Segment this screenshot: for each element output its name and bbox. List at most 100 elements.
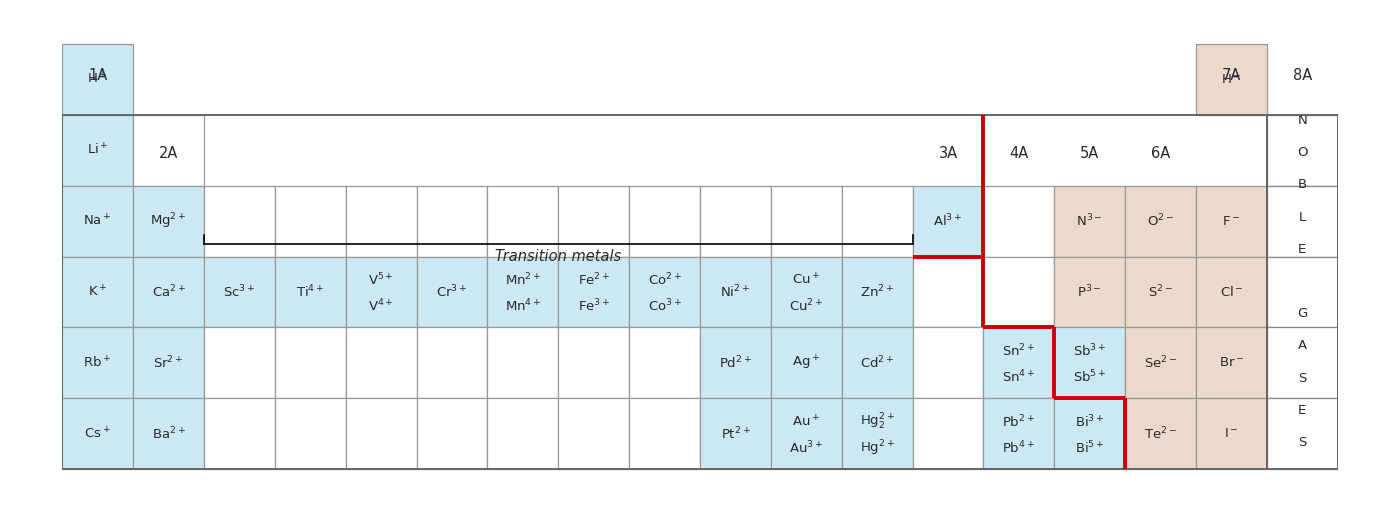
Bar <box>629 398 700 469</box>
Bar <box>629 327 700 398</box>
Text: 1A: 1A <box>88 68 108 83</box>
Text: Cu$^+$: Cu$^+$ <box>792 272 820 287</box>
Bar <box>204 186 274 256</box>
Text: Na$^+$: Na$^+$ <box>83 213 112 229</box>
Text: Cd$^{2+}$: Cd$^{2+}$ <box>860 354 895 371</box>
Text: L: L <box>1299 210 1306 224</box>
Text: Pd$^{2+}$: Pd$^{2+}$ <box>720 354 752 371</box>
Text: P$^{3-}$: P$^{3-}$ <box>1078 284 1102 300</box>
Bar <box>1054 186 1126 256</box>
Bar <box>346 327 417 398</box>
Text: G: G <box>1298 307 1308 320</box>
Bar <box>417 398 487 469</box>
Bar <box>346 256 417 327</box>
Text: Mg$^{2+}$: Mg$^{2+}$ <box>150 211 186 231</box>
Text: H$^-$: H$^-$ <box>1221 73 1242 86</box>
Text: N: N <box>1298 114 1308 127</box>
Text: 8A: 8A <box>1292 68 1312 83</box>
Text: Ba$^{2+}$: Ba$^{2+}$ <box>151 425 185 442</box>
Text: Sn$^{2+}$: Sn$^{2+}$ <box>1002 343 1036 359</box>
Text: Hg$_2^{2+}$: Hg$_2^{2+}$ <box>860 411 895 431</box>
Text: Au$^+$: Au$^+$ <box>792 414 820 429</box>
Text: Au$^{3+}$: Au$^{3+}$ <box>790 440 823 456</box>
Bar <box>913 256 983 327</box>
Bar <box>1054 398 1126 469</box>
Text: Mn$^{2+}$: Mn$^{2+}$ <box>504 271 540 288</box>
Bar <box>204 398 274 469</box>
Text: Br$^-$: Br$^-$ <box>1219 357 1245 369</box>
Bar <box>346 186 417 256</box>
Text: E: E <box>1298 404 1306 417</box>
Text: Sb$^{5+}$: Sb$^{5+}$ <box>1072 369 1106 385</box>
Bar <box>1126 186 1196 256</box>
Bar <box>487 256 559 327</box>
Bar <box>841 398 913 469</box>
Bar <box>1196 44 1267 115</box>
Text: B: B <box>1298 179 1308 191</box>
Bar <box>133 398 204 469</box>
Text: Ni$^{2+}$: Ni$^{2+}$ <box>721 284 750 300</box>
Bar <box>983 327 1054 398</box>
Bar <box>133 186 204 256</box>
Bar <box>1196 256 1267 327</box>
Text: Fe$^{3+}$: Fe$^{3+}$ <box>578 298 610 314</box>
Bar <box>771 398 841 469</box>
Text: F$^-$: F$^-$ <box>1222 214 1240 228</box>
Text: Cs$^+$: Cs$^+$ <box>84 426 111 441</box>
Bar <box>1054 327 1126 398</box>
Text: O: O <box>1296 146 1308 159</box>
Bar <box>841 186 913 256</box>
Bar <box>487 398 559 469</box>
Bar <box>983 256 1054 327</box>
Text: Li$^+$: Li$^+$ <box>87 143 109 158</box>
Text: Pt$^{2+}$: Pt$^{2+}$ <box>721 425 750 442</box>
Bar <box>274 398 346 469</box>
Bar <box>487 327 559 398</box>
Bar <box>274 186 346 256</box>
Text: Sb$^{3+}$: Sb$^{3+}$ <box>1072 343 1106 359</box>
Text: S: S <box>1298 371 1306 385</box>
Bar <box>133 115 204 186</box>
Bar <box>1196 327 1267 398</box>
Bar <box>62 44 133 115</box>
Bar <box>1196 186 1267 256</box>
Text: V$^{4+}$: V$^{4+}$ <box>368 298 393 314</box>
Bar <box>559 398 629 469</box>
Bar <box>62 186 133 256</box>
Text: Rb$^+$: Rb$^+$ <box>84 355 112 370</box>
Text: Te$^{2-}$: Te$^{2-}$ <box>1144 425 1177 442</box>
Bar <box>700 186 771 256</box>
Text: Cl$^-$: Cl$^-$ <box>1219 285 1243 299</box>
Bar <box>913 398 983 469</box>
Bar <box>62 115 133 186</box>
Text: Co$^{2+}$: Co$^{2+}$ <box>648 271 682 288</box>
Text: 3A: 3A <box>938 146 958 161</box>
Bar <box>62 327 133 398</box>
Text: I$^-$: I$^-$ <box>1224 427 1239 440</box>
Bar <box>1126 256 1196 327</box>
Bar <box>62 115 1267 469</box>
Text: Zn$^{2+}$: Zn$^{2+}$ <box>860 284 895 300</box>
Text: Sr$^{2+}$: Sr$^{2+}$ <box>153 354 183 371</box>
Bar <box>417 186 487 256</box>
Bar <box>841 327 913 398</box>
Text: Cr$^{3+}$: Cr$^{3+}$ <box>437 284 468 300</box>
Bar <box>274 327 346 398</box>
Text: Al$^{3+}$: Al$^{3+}$ <box>934 213 963 229</box>
Text: S$^{2-}$: S$^{2-}$ <box>1148 284 1173 300</box>
Bar <box>274 256 346 327</box>
Text: H$^+$: H$^+$ <box>87 72 108 87</box>
Bar <box>1126 327 1196 398</box>
Text: 2A: 2A <box>158 146 178 161</box>
Bar <box>913 186 983 256</box>
Bar <box>771 327 841 398</box>
Text: A: A <box>1298 340 1308 352</box>
Bar <box>559 256 629 327</box>
Bar <box>559 186 629 256</box>
Text: Bi$^{5+}$: Bi$^{5+}$ <box>1075 440 1105 456</box>
Text: Co$^{3+}$: Co$^{3+}$ <box>648 298 682 314</box>
Text: Hg$^{2+}$: Hg$^{2+}$ <box>860 438 895 458</box>
Bar <box>629 256 700 327</box>
Bar <box>204 327 274 398</box>
Bar <box>417 327 487 398</box>
